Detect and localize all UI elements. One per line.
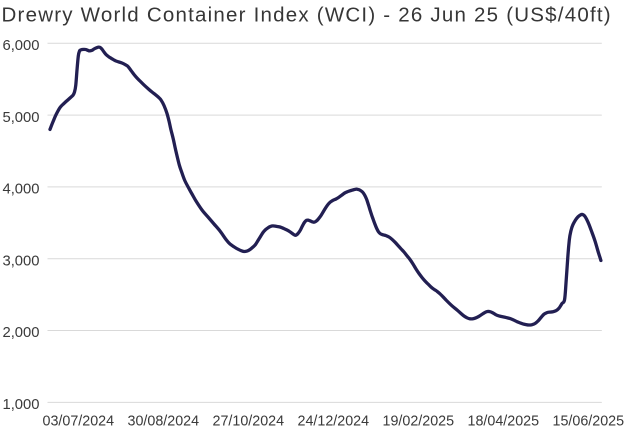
svg-text:3,000: 3,000	[2, 253, 39, 269]
svg-text:03/07/2024: 03/07/2024	[43, 413, 115, 429]
svg-text:5,000: 5,000	[2, 110, 39, 126]
svg-text:19/02/2025: 19/02/2025	[383, 413, 455, 429]
svg-text:Drewry World Container Index (: Drewry World Container Index (WCI) - 26 …	[2, 3, 612, 26]
svg-text:18/04/2025: 18/04/2025	[468, 413, 540, 429]
svg-text:27/10/2024: 27/10/2024	[213, 413, 285, 429]
svg-text:24/12/2024: 24/12/2024	[298, 413, 370, 429]
svg-text:6,000: 6,000	[2, 38, 39, 54]
svg-text:2,000: 2,000	[2, 325, 39, 341]
svg-text:1,000: 1,000	[2, 397, 39, 413]
svg-text:30/08/2024: 30/08/2024	[128, 413, 200, 429]
svg-text:4,000: 4,000	[2, 182, 39, 198]
svg-text:15/06/2025: 15/06/2025	[553, 413, 625, 429]
